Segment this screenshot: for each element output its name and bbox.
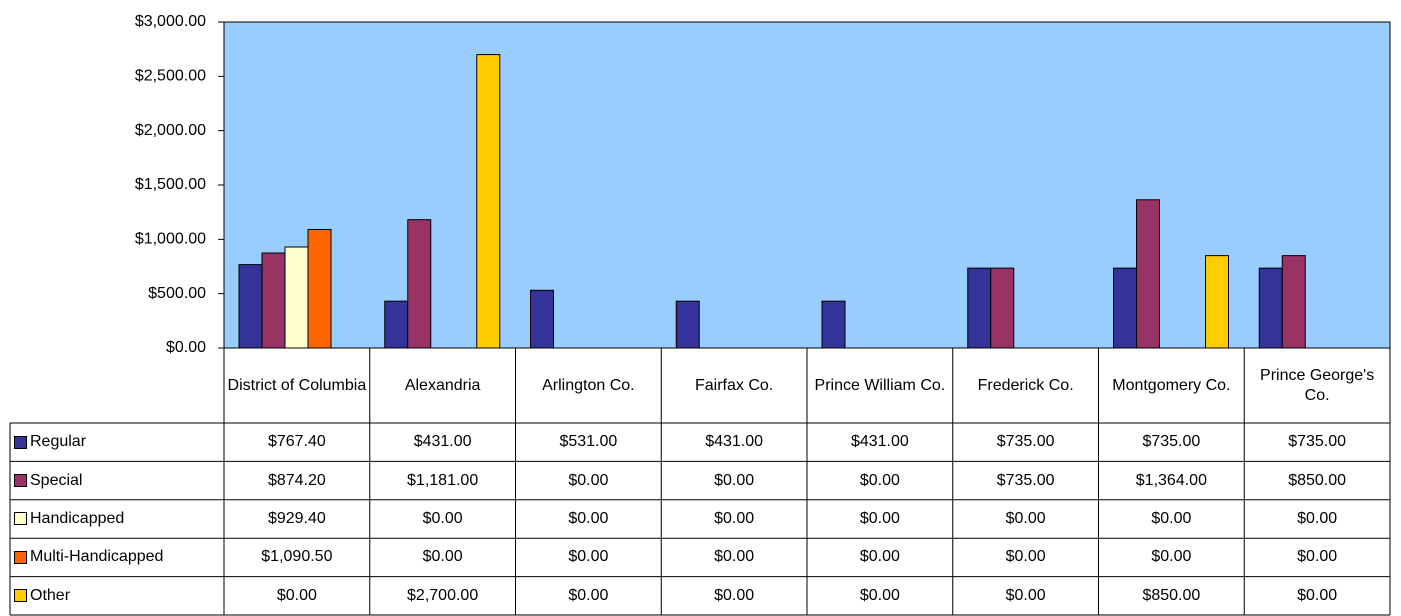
category-label: Prince William Co. xyxy=(814,376,946,394)
bar xyxy=(530,289,554,349)
bar xyxy=(384,300,409,349)
table-value: $850.00 xyxy=(1288,471,1347,489)
table-value: $0.00 xyxy=(1297,509,1338,527)
table-value: $0.00 xyxy=(422,509,463,527)
table-value: $0.00 xyxy=(568,586,609,604)
legend-entry: Handicapped xyxy=(10,500,224,538)
y-tick-label: $2,000.00 xyxy=(135,122,206,139)
category-label: Frederick Co. xyxy=(977,376,1074,394)
bar xyxy=(990,267,1015,349)
category-label: District of Columbia xyxy=(227,376,367,394)
bar xyxy=(238,264,263,349)
table-value: $431.00 xyxy=(413,433,472,451)
bar xyxy=(675,300,700,349)
y-tick-label: $1,500.00 xyxy=(135,176,206,193)
bar xyxy=(1258,267,1283,349)
category-label: Alexandria xyxy=(404,376,481,394)
legend-label: Handicapped xyxy=(30,509,125,527)
table-value: $0.00 xyxy=(568,471,609,489)
table-value: $2,700.00 xyxy=(407,586,479,604)
table-value: $1,364.00 xyxy=(1135,471,1207,489)
category-label: Arlington Co. xyxy=(542,376,635,394)
table-value: $0.00 xyxy=(568,509,609,527)
bar xyxy=(261,252,286,349)
table-value: $0.00 xyxy=(859,548,900,566)
table-value: $0.00 xyxy=(714,509,755,527)
legend-entry: Other xyxy=(10,577,224,615)
table-value: $0.00 xyxy=(1151,548,1192,566)
legend-label: Regular xyxy=(30,433,87,451)
y-tick-label: $0.00 xyxy=(166,339,206,356)
table-value: $767.40 xyxy=(267,433,326,451)
table-value: $735.00 xyxy=(1288,433,1347,451)
legend-key xyxy=(14,589,27,603)
table-value: $1,090.50 xyxy=(261,548,333,566)
legend-entry: Multi-Handicapped xyxy=(10,538,224,576)
y-tick-label: $2,500.00 xyxy=(135,68,206,85)
table-value: $0.00 xyxy=(714,586,755,604)
bar xyxy=(476,54,501,349)
table-value: $0.00 xyxy=(714,471,755,489)
table-value: $0.00 xyxy=(1297,586,1338,604)
table-value: $0.00 xyxy=(714,548,755,566)
table-value: $431.00 xyxy=(705,433,764,451)
table-value: $0.00 xyxy=(859,471,900,489)
bar xyxy=(1281,255,1306,349)
table-value: $431.00 xyxy=(850,433,909,451)
category-label: Fairfax Co. xyxy=(695,376,774,394)
table-value: $735.00 xyxy=(996,433,1055,451)
table-value: $929.40 xyxy=(267,509,326,527)
y-tick-label: $1,000.00 xyxy=(135,231,206,248)
y-tick-label: $3,000.00 xyxy=(135,13,206,30)
table-value: $735.00 xyxy=(1142,433,1201,451)
table-value: $850.00 xyxy=(1142,586,1201,604)
table-value: $0.00 xyxy=(568,548,609,566)
legend-entry: Regular xyxy=(10,423,224,461)
table-value: $874.20 xyxy=(267,471,326,489)
legend-key xyxy=(14,512,27,526)
bar xyxy=(284,246,309,349)
table-value: $0.00 xyxy=(1005,548,1046,566)
table-value: $0.00 xyxy=(1151,509,1192,527)
table-value: $1,181.00 xyxy=(407,471,479,489)
legend-entry: Special xyxy=(10,461,224,499)
table-value: $0.00 xyxy=(1297,548,1338,566)
legend-label: Multi-Handicapped xyxy=(30,548,164,566)
bar xyxy=(821,300,846,349)
table-value: $0.00 xyxy=(859,509,900,527)
y-tick-label: $500.00 xyxy=(148,285,206,302)
bar xyxy=(1136,199,1160,349)
table-value: $0.00 xyxy=(422,548,463,566)
table-value: $0.00 xyxy=(1005,509,1046,527)
bar xyxy=(307,228,332,349)
bar xyxy=(1113,267,1137,349)
table-value: $0.00 xyxy=(1005,586,1046,604)
table-value: $531.00 xyxy=(559,433,618,451)
bar xyxy=(1205,255,1229,349)
bar xyxy=(407,219,432,349)
legend-key xyxy=(14,474,27,488)
legend-label: Other xyxy=(30,586,71,604)
table-value: $735.00 xyxy=(996,471,1055,489)
category-label: Prince George's Co. xyxy=(1260,366,1375,404)
legend-key xyxy=(14,550,27,564)
legend-label: Special xyxy=(30,471,83,489)
legend-key xyxy=(14,435,27,449)
category-label: Montgomery Co. xyxy=(1112,376,1231,394)
table-value: $0.00 xyxy=(859,586,900,604)
bar xyxy=(967,267,992,349)
table-value: $0.00 xyxy=(276,586,317,604)
